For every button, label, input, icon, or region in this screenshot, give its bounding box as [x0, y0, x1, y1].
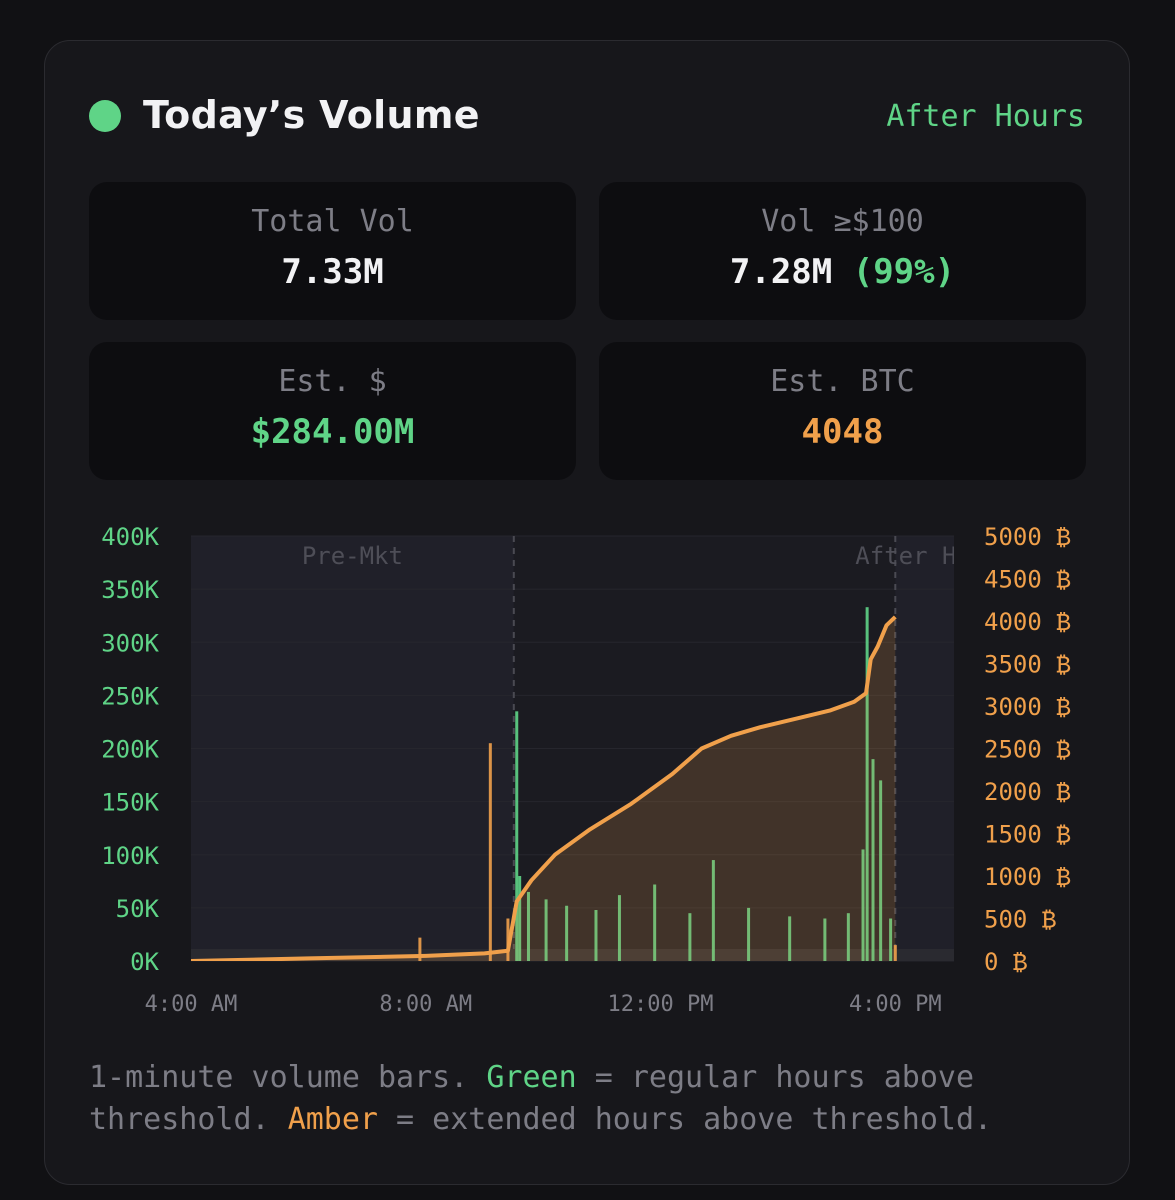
volume-bar [711, 860, 715, 961]
caption-amber-word: Amber [287, 1102, 378, 1137]
volume-bars [418, 607, 897, 961]
cumulative-btc-area [191, 616, 896, 961]
y-right-axis: 0 ₿ 500 ₿ 1000 ₿ 1500 ₿ 2000 ₿ 2500 ₿ 3000 ₿ 35… [984, 523, 1071, 976]
cumulative-btc-line [191, 615, 897, 961]
y-right-tick-label: 4000 ₿ [984, 608, 1071, 636]
card-title: Today’s Volume [143, 93, 480, 137]
caption-part1: 1-minute volume bars. [89, 1060, 487, 1095]
volume-bar [747, 907, 751, 961]
volume-bar [544, 899, 548, 961]
total-vol-value: 7.33M [281, 252, 384, 292]
caption-part2: = regular hours above threshold. [89, 1060, 975, 1137]
volume-bar [565, 905, 569, 961]
vol-threshold-value-row: 7.28M (99%) [599, 252, 1086, 292]
y-left-tick-label: 0K [130, 948, 159, 976]
y-right-tick-label: 1500 ₿ [984, 821, 1071, 849]
y-right-tick-label: 3000 ₿ [984, 693, 1071, 721]
est-btc-label: Est. BTC [770, 364, 915, 399]
est-usd-tile: Est. $ $284.00M [89, 342, 576, 480]
y-left-tick-label: 100K [101, 842, 159, 870]
y-right-tick-label: 4500 ₿ [984, 566, 1071, 594]
volume-bar [488, 743, 492, 961]
premarket-label: Pre-Mkt [302, 542, 403, 570]
y-left-axis: 0K 50K 100K 150K 200K 250K 300K 350K 400K [101, 523, 159, 976]
y-right-tick-label: 2000 ₿ [984, 778, 1071, 806]
volume-bar [515, 711, 519, 961]
afterhours-label: After Hours [855, 542, 1014, 570]
volume-bar [688, 913, 692, 961]
vol-threshold-pct: (99%) [852, 252, 956, 292]
volume-bar [879, 780, 883, 961]
caption-green-word: Green [486, 1060, 577, 1095]
volume-bar [846, 913, 850, 961]
volume-bar [518, 876, 522, 961]
total-vol-label: Total Vol [251, 204, 414, 239]
y-right-tick-label: 0 ₿ [984, 948, 1027, 976]
x-tick-label: 8:00 AM [379, 992, 472, 1017]
volume-bar [418, 937, 422, 961]
y-right-tick-label: 2500 ₿ [984, 736, 1071, 764]
volume-bar [526, 891, 530, 961]
y-right-tick-label: 500 ₿ [984, 906, 1056, 934]
y-right-tick-label: 1000 ₿ [984, 863, 1071, 891]
caption-part3: = extended hours above threshold. [378, 1102, 993, 1137]
volume-bar [823, 918, 827, 961]
y-right-tick-label: 3500 ₿ [984, 651, 1071, 679]
chart-caption: 1-minute volume bars. Green = regular ho… [89, 1057, 1089, 1141]
x-axis: 4:00 AM 8:00 AM 12:00 PM 4:00 PM [145, 992, 942, 1017]
volume-bar [617, 895, 621, 961]
volume-chart: Pre-Mkt After Hours 0K 50K 100K 150K 200K 250… [101, 523, 1071, 1017]
volume-card: Today’s Volume After Hours Total Vol 7.3… [44, 40, 1130, 1185]
volume-bar [594, 910, 598, 961]
volume-bar [861, 849, 865, 961]
total-vol-tile: Total Vol 7.33M [89, 182, 576, 320]
y-left-tick-label: 350K [101, 576, 159, 604]
vol-threshold-tile: Vol ≥$100 7.28M (99%) [599, 182, 1086, 320]
y-left-tick-label: 400K [101, 523, 159, 551]
volume-bar [871, 759, 875, 961]
vol-threshold-label: Vol ≥$100 [761, 204, 924, 239]
volume-bar [788, 916, 792, 961]
y-left-tick-label: 150K [101, 789, 159, 817]
vol-threshold-value: 7.28M [729, 252, 833, 292]
x-tick-label: 4:00 AM [145, 992, 238, 1017]
y-left-tick-label: 50K [116, 895, 160, 923]
est-btc-tile: Est. BTC 4048 [599, 342, 1086, 480]
est-btc-value: 4048 [801, 412, 884, 452]
volume-bar [653, 884, 657, 961]
y-left-tick-label: 250K [101, 682, 159, 710]
x-tick-label: 12:00 PM [608, 992, 714, 1017]
live-status-dot [89, 100, 121, 132]
y-left-tick-label: 200K [101, 736, 159, 764]
x-tick-label: 4:00 PM [849, 992, 942, 1017]
session-status: After Hours [886, 99, 1085, 134]
y-right-tick-label: 5000 ₿ [984, 523, 1071, 551]
y-left-tick-label: 300K [101, 629, 159, 657]
card-header: Today’s Volume After Hours [45, 41, 1129, 191]
est-usd-value: $284.00M [250, 412, 415, 452]
est-usd-label: Est. $ [278, 364, 387, 399]
volume-bar [865, 607, 869, 961]
volume-bar [889, 918, 893, 961]
volume-bar [893, 945, 897, 961]
